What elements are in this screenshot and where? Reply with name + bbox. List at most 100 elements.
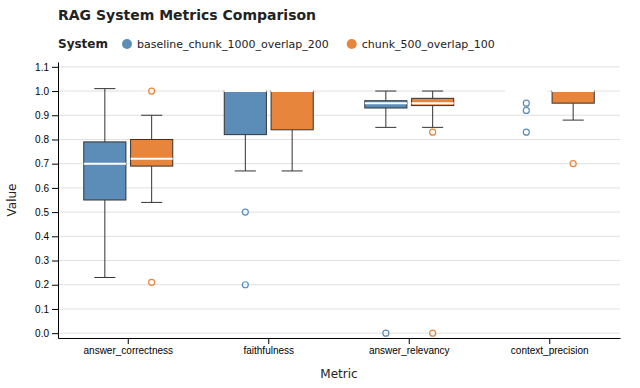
- y-tick-mark: [52, 309, 58, 310]
- cap-high: [141, 115, 162, 116]
- y-tick-mark: [52, 164, 58, 165]
- box: [84, 142, 126, 200]
- grid-line: [58, 236, 620, 237]
- y-tick-label: 1.0: [35, 86, 49, 97]
- y-tick-label: 0.1: [35, 304, 49, 315]
- x-tick-label: answer_relevancy: [369, 345, 450, 356]
- box-group: [271, 91, 313, 171]
- flier: [430, 330, 436, 336]
- median: [224, 90, 266, 92]
- box: [412, 98, 454, 105]
- flier: [242, 282, 248, 288]
- y-tick-label: 0.6: [35, 183, 49, 194]
- x-tick: answer_relevancy: [369, 338, 450, 356]
- whisker-low: [104, 200, 105, 277]
- cap-high: [375, 91, 396, 92]
- grid: [58, 67, 620, 333]
- median: [552, 90, 594, 92]
- grid-line: [58, 187, 620, 188]
- y-tick-label: 0.8: [35, 134, 49, 145]
- cap-low: [282, 170, 303, 171]
- x-axis-title: Metric: [320, 367, 357, 381]
- grid-line: [58, 66, 620, 67]
- whisker-high: [432, 91, 433, 98]
- y-axis-line: [58, 63, 59, 339]
- x-tick-mark: [409, 338, 410, 344]
- x-tick: answer_correctness: [84, 338, 173, 356]
- flier: [523, 107, 529, 113]
- y-axis-title: Value: [5, 184, 19, 217]
- x-tick-mark: [128, 338, 129, 344]
- y-tick: 0.0: [35, 328, 58, 339]
- legend-label: baseline_chunk_1000_overlap_200: [137, 38, 329, 51]
- cap-low: [375, 127, 396, 128]
- y-tick-label: 0.4: [35, 231, 49, 242]
- box: [271, 91, 313, 130]
- whisker-low: [432, 106, 433, 128]
- flier: [430, 129, 436, 135]
- y-tick: 0.1: [35, 304, 58, 315]
- legend: Systembaseline_chunk_1000_overlap_200chu…: [58, 37, 495, 51]
- series: [84, 89, 548, 337]
- cap-low: [141, 202, 162, 203]
- y-tick-mark: [52, 236, 58, 237]
- x-tick: context_precision: [511, 338, 589, 356]
- y-tick-mark: [52, 261, 58, 262]
- legend-label: chunk_500_overlap_100: [362, 38, 495, 51]
- grid-line: [58, 212, 620, 213]
- whisker-high: [151, 115, 152, 139]
- y-tick: 0.8: [35, 134, 58, 145]
- grid-line: [58, 333, 620, 334]
- x-axis-line: [59, 338, 621, 339]
- box-group: [84, 89, 126, 278]
- x-axis: answer_correctness faithfulness answer_rel…: [59, 338, 621, 356]
- y-tick: 1.1: [35, 62, 58, 73]
- whisker-low: [385, 108, 386, 127]
- y-tick-label: 0.7: [35, 158, 49, 169]
- y-tick-label: 0.9: [35, 110, 49, 121]
- x-tick-mark: [268, 338, 269, 344]
- cap-low: [94, 277, 115, 278]
- whisker-low: [245, 135, 246, 171]
- whisker-low: [292, 130, 293, 171]
- x-tick-mark: [549, 338, 550, 344]
- whisker-low: [151, 166, 152, 202]
- chart: RAG System Metrics Comparison0.00.10.20.…: [0, 0, 640, 388]
- y-tick: 0.3: [35, 255, 58, 266]
- boxes: [84, 88, 594, 336]
- y-tick-label: 0.5: [35, 207, 49, 218]
- x-tick-label: faithfulness: [243, 345, 294, 356]
- flier: [149, 279, 155, 285]
- y-tick-mark: [52, 188, 58, 189]
- box-group: [412, 91, 454, 336]
- flier: [523, 100, 529, 106]
- box-group: [224, 91, 266, 288]
- grid-line: [58, 260, 620, 261]
- box-group: [505, 91, 547, 135]
- whisker-low: [573, 103, 574, 120]
- y-tick-mark: [52, 67, 58, 68]
- flier: [149, 88, 155, 94]
- legend-marker: [347, 39, 357, 49]
- flier: [383, 330, 389, 336]
- y-tick-mark: [52, 212, 58, 213]
- plot: 0.0 0.1 0.2 0.3 0.4 0.5 0.6 0.7 0.8 0.9 1.0 1.1 answ…: [35, 62, 620, 357]
- box: [224, 91, 266, 135]
- median: [505, 90, 547, 92]
- box-group: [365, 91, 407, 336]
- cap-low: [422, 127, 443, 128]
- y-tick: 0.7: [35, 158, 58, 169]
- cap-low: [235, 170, 256, 171]
- grid-line: [58, 115, 620, 116]
- median: [412, 102, 454, 104]
- title: RAG System Metrics Comparison: [58, 7, 316, 23]
- box-group: [552, 91, 594, 167]
- y-axis: 0.0 0.1 0.2 0.3 0.4 0.5 0.6 0.7 0.8 0.9 1.0 1.1: [35, 62, 58, 339]
- y-tick: 1.0: [35, 86, 58, 97]
- y-tick: 0.6: [35, 183, 58, 194]
- whisker-high: [385, 91, 386, 101]
- y-tick-mark: [52, 285, 58, 286]
- grid-line: [58, 308, 620, 309]
- y-tick-label: 0.2: [35, 279, 49, 290]
- x-tick-label: context_precision: [511, 345, 589, 356]
